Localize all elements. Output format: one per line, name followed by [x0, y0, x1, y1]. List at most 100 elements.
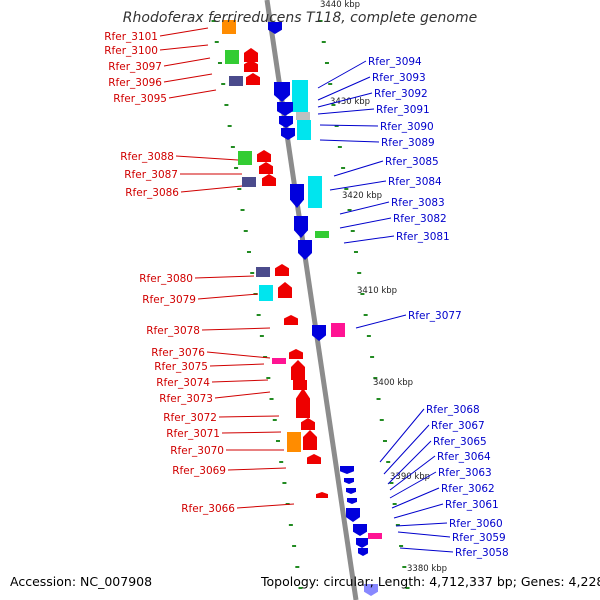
left-gene-label: Rfer_3079	[142, 294, 196, 306]
left-guide-dot	[243, 230, 248, 232]
left-gene-leader-line	[221, 431, 282, 434]
gene-block	[308, 176, 322, 208]
left-gene-label: Rfer_3069	[172, 465, 226, 477]
right-gene-label: Rfer_3064	[437, 451, 491, 463]
left-guide-dot	[275, 440, 280, 442]
gene-block	[222, 20, 236, 34]
forward-gene-arrow	[307, 454, 321, 464]
right-guide-dot	[399, 545, 404, 547]
forward-gene-arrow	[244, 48, 258, 62]
left-guide-dot	[230, 146, 235, 148]
right-guide-dot	[366, 335, 371, 337]
gene-block	[297, 120, 311, 140]
right-guide-dot	[405, 587, 410, 589]
left-gene-leader-line	[218, 415, 280, 418]
right-gene-label: Rfer_3063	[438, 467, 492, 479]
right-guide-dot	[344, 188, 349, 190]
reverse-gene-arrow	[290, 184, 304, 208]
left-gene-leader-line	[214, 391, 271, 399]
genome-title: Rhodoferax ferrireducens T118, complete …	[122, 10, 478, 26]
left-gene-leader-line	[175, 155, 239, 161]
reverse-gene-arrow	[347, 498, 357, 504]
right-gene-label: Rfer_3091	[376, 104, 430, 116]
gene-block	[287, 432, 301, 452]
left-guide-dot	[272, 419, 277, 421]
left-gene-label: Rfer_3066	[181, 503, 235, 515]
forward-gene-arrow	[246, 73, 260, 85]
gene-block	[259, 285, 273, 301]
reverse-gene-arrow	[353, 524, 367, 536]
right-gene-label: Rfer_3067	[431, 420, 485, 432]
right-guide-dot	[389, 482, 394, 484]
right-guide-dot	[324, 62, 329, 64]
right-guide-dot	[318, 20, 323, 22]
forward-gene-arrow	[259, 162, 273, 174]
kbp-tick-label: 3440 kbp	[320, 0, 360, 10]
right-gene-leader-line	[393, 503, 444, 519]
kbp-tick-label: 3410 kbp	[357, 286, 397, 296]
right-gene-leader-line	[339, 217, 392, 229]
right-guide-dot	[350, 230, 355, 232]
reverse-gene-arrow	[298, 240, 312, 260]
right-guide-dot	[331, 104, 336, 106]
gene-block	[229, 76, 243, 86]
right-gene-label: Rfer_3090	[380, 121, 434, 133]
right-guide-dot	[334, 125, 339, 127]
left-guide-dot	[266, 377, 271, 379]
left-gene-leader-line	[201, 327, 271, 331]
forward-gene-arrow	[257, 150, 271, 162]
right-gene-label: Rfer_3084	[388, 176, 442, 188]
left-gene-leader-line	[180, 185, 243, 193]
right-gene-label: Rfer_3089	[381, 137, 435, 149]
left-guide-dot	[295, 566, 300, 568]
left-guide-dot	[282, 482, 287, 484]
left-guide-dot	[259, 335, 264, 337]
reverse-gene-arrow	[364, 584, 378, 596]
right-guide-dot	[341, 167, 346, 169]
left-gene-leader-line	[194, 275, 255, 279]
left-gene-leader-line	[209, 363, 265, 367]
left-gene-leader-line	[227, 467, 287, 471]
forward-gene-arrow	[301, 418, 315, 430]
right-guide-dot	[347, 209, 352, 211]
left-guide-dot	[256, 314, 261, 316]
forward-gene-arrow	[303, 430, 317, 450]
right-guide-dot	[360, 293, 365, 295]
left-guide-dot	[211, 20, 216, 22]
forward-gene-arrow	[289, 349, 303, 359]
right-gene-leader-line	[395, 522, 448, 527]
right-gene-label: Rfer_3062	[441, 483, 495, 495]
right-guide-dot	[382, 440, 387, 442]
right-guide-dot	[395, 524, 400, 526]
reverse-gene-arrow	[281, 128, 295, 140]
reverse-gene-arrow	[340, 466, 354, 474]
reverse-gene-arrow	[358, 548, 368, 556]
gene-block	[315, 231, 329, 238]
reverse-gene-arrow	[268, 22, 282, 34]
right-guide-dot	[386, 461, 391, 463]
left-gene-leader-line	[206, 351, 271, 359]
left-guide-dot	[234, 167, 239, 169]
reverse-gene-arrow	[294, 216, 308, 238]
left-gene-leader-line	[168, 89, 217, 99]
gene-block	[272, 358, 286, 364]
left-gene-label: Rfer_3075	[154, 361, 208, 373]
left-gene-label: Rfer_3097	[108, 61, 162, 73]
right-guide-dot	[392, 503, 397, 505]
left-gene-label: Rfer_3078	[146, 325, 200, 337]
right-gene-leader-line	[389, 471, 437, 499]
gene-block	[368, 533, 382, 539]
reverse-gene-arrow	[279, 116, 293, 128]
right-gene-label: Rfer_3065	[433, 436, 487, 448]
gene-block	[238, 151, 252, 165]
right-guide-dot	[402, 566, 407, 568]
left-gene-label: Rfer_3073	[159, 393, 213, 405]
right-guide-dot	[321, 41, 326, 43]
left-guide-dot	[288, 524, 293, 526]
right-gene-label: Rfer_3083	[391, 197, 445, 209]
reverse-gene-arrow	[356, 538, 368, 548]
reverse-gene-arrow	[346, 508, 360, 522]
reverse-gene-arrow	[344, 478, 354, 484]
right-gene-leader-line	[399, 547, 454, 553]
right-guide-dot	[337, 146, 342, 148]
